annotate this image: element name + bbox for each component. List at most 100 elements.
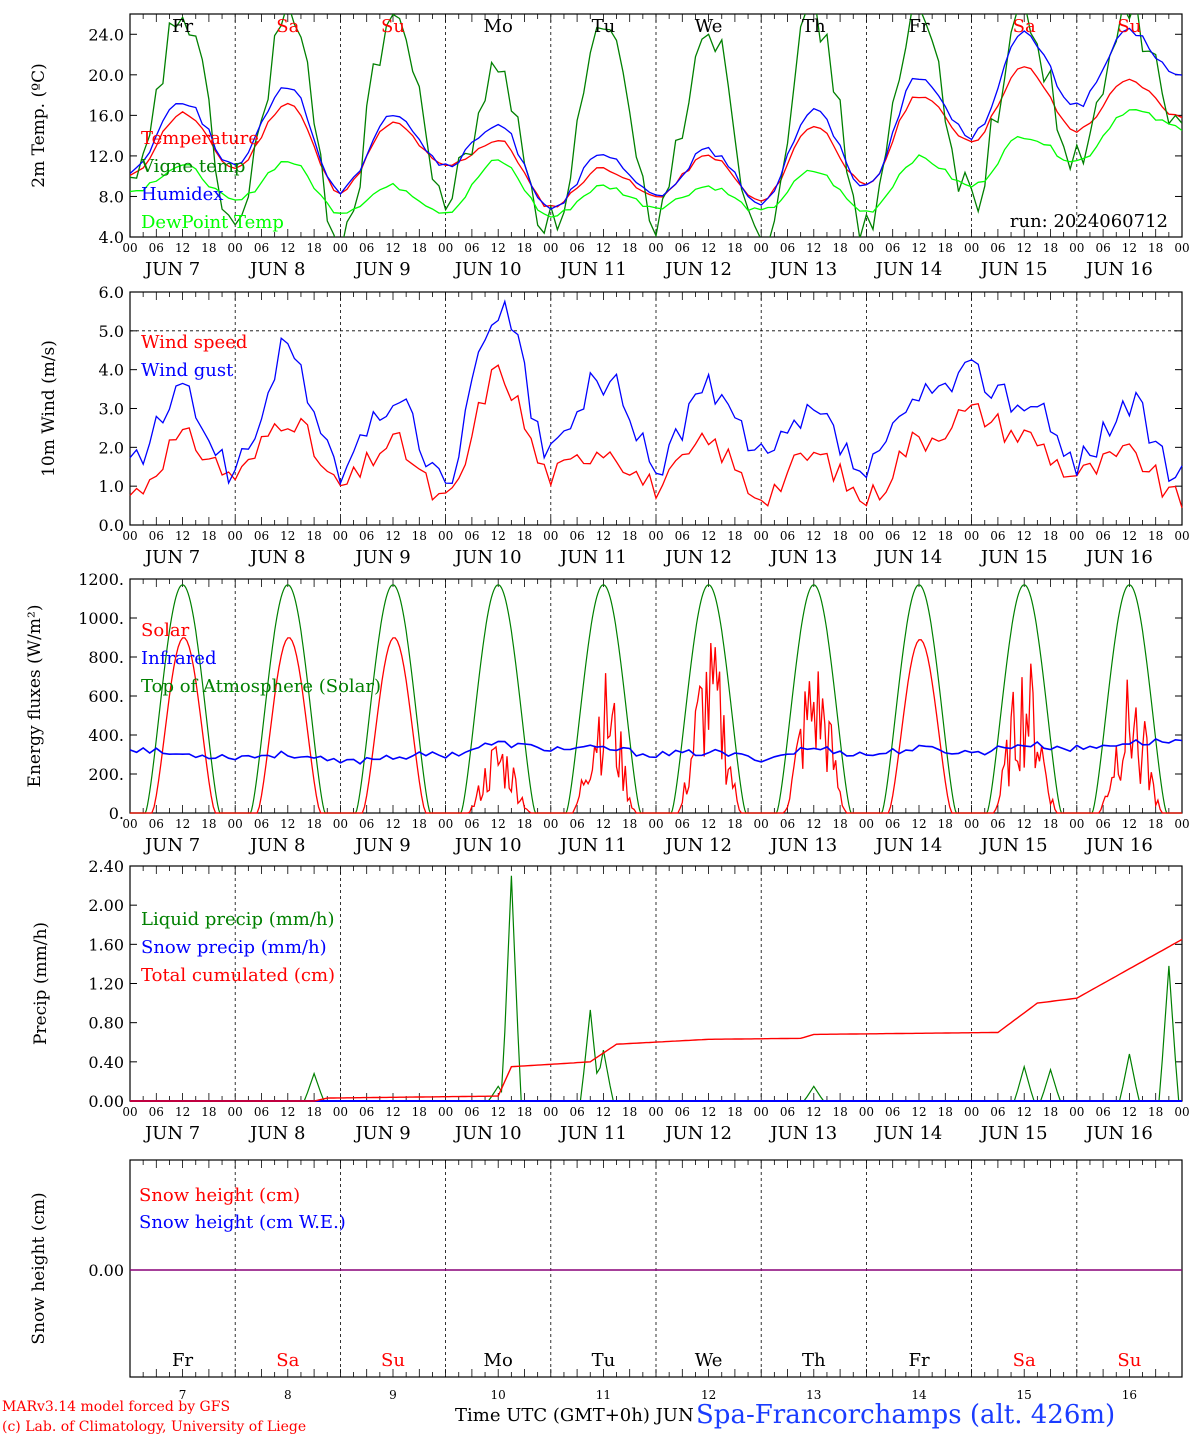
hour-tick-label: 12 — [385, 817, 400, 831]
hour-tick-label: 18 — [727, 1105, 742, 1119]
y-tick-label: 2.00 — [88, 896, 124, 915]
hour-tick-label: 18 — [1043, 529, 1058, 543]
hour-tick-label: 06 — [990, 529, 1005, 543]
hour-tick-label: 00 — [648, 241, 663, 255]
hour-tick-label: 00 — [964, 1105, 979, 1119]
hour-tick-label: 12 — [911, 241, 926, 255]
hour-tick-label: 00 — [648, 1105, 663, 1119]
hour-tick-label: 00 — [333, 529, 348, 543]
hour-tick-label: 12 — [175, 241, 190, 255]
hour-tick-label: 06 — [254, 817, 269, 831]
hour-tick-label: 06 — [464, 817, 479, 831]
hour-tick-label: 00 — [228, 529, 243, 543]
day-number: 12 — [701, 1388, 716, 1402]
date-label: JUN 10 — [453, 835, 522, 856]
date-label: JUN 11 — [558, 835, 627, 856]
y-tick-label: 12.0 — [88, 147, 124, 166]
hour-tick-label: 00 — [1174, 241, 1189, 255]
date-label: JUN 15 — [979, 1123, 1048, 1144]
legend-wind-gust: Wind gust — [141, 360, 234, 381]
day-abbr: We — [695, 1350, 723, 1371]
date-label: JUN 7 — [143, 1123, 200, 1144]
hour-tick-label: 06 — [149, 1105, 164, 1119]
day-abbr: Mo — [484, 16, 513, 37]
series-infrared — [129, 738, 1183, 765]
hour-tick-label: 06 — [675, 817, 690, 831]
day-abbr: Su — [1117, 1350, 1141, 1371]
hour-tick-label: 18 — [306, 1105, 321, 1119]
hour-tick-label: 18 — [201, 817, 216, 831]
y-tick-label: 1200. — [78, 570, 124, 589]
series-total-cumulated — [130, 938, 1183, 1102]
hour-tick-label: 00 — [964, 817, 979, 831]
hour-tick-label: 06 — [464, 529, 479, 543]
hour-tick-label: 12 — [385, 1105, 400, 1119]
hour-tick-label: 00 — [333, 817, 348, 831]
date-label: JUN 13 — [768, 259, 837, 280]
day-number: 11 — [596, 1388, 611, 1402]
hour-tick-label: 06 — [885, 817, 900, 831]
hour-tick-label: 12 — [596, 241, 611, 255]
hour-tick-label: 06 — [990, 817, 1005, 831]
hour-tick-label: 18 — [1148, 817, 1163, 831]
hour-tick-label: 12 — [1017, 529, 1032, 543]
hour-tick-label: 06 — [780, 529, 795, 543]
hour-tick-label: 18 — [1148, 241, 1163, 255]
hour-tick-label: 12 — [491, 1105, 506, 1119]
day-number: 14 — [911, 1388, 927, 1402]
panel-5: Snow height (cm) 0.00 Snow height (cm) Snow… — [29, 1159, 1183, 1402]
date-label: JUN 13 — [768, 547, 837, 568]
hour-tick-label: 12 — [806, 241, 821, 255]
precip-series — [130, 875, 1183, 1102]
date-label: JUN 15 — [979, 259, 1048, 280]
legend-snow-height-cm: Snow height (cm) — [139, 1185, 300, 1206]
hour-tick-label: 00 — [333, 1105, 348, 1119]
hour-tick-label: 18 — [1148, 1105, 1163, 1119]
day-number: 16 — [1122, 1388, 1137, 1402]
hour-tick-label: 18 — [412, 241, 427, 255]
legend-liquid-precip-mm-h: Liquid precip (mm/h) — [141, 909, 335, 930]
hour-tick-label: 18 — [1043, 241, 1058, 255]
energy-series — [129, 584, 1183, 814]
hour-tick-label: 00 — [438, 817, 453, 831]
hour-tick-label: 18 — [1043, 817, 1058, 831]
date-label: JUN 12 — [663, 1123, 732, 1144]
day-abbr: Fr — [172, 1350, 193, 1371]
date-label: JUN 16 — [1084, 1123, 1153, 1144]
hour-tick-label: 00 — [543, 817, 558, 831]
station-name: Spa-Francorchamps (alt. 426m) — [696, 1400, 1116, 1430]
date-label: JUN 16 — [1084, 835, 1153, 856]
day-abbr: Th — [802, 1350, 826, 1371]
date-label: JUN 7 — [143, 259, 200, 280]
hour-tick-label: 12 — [491, 817, 506, 831]
hour-tick-label: 00 — [122, 817, 137, 831]
date-label: JUN 7 — [143, 547, 200, 568]
y-axis-label: 10m Wind (m/s) — [39, 340, 59, 477]
y-tick-label: 0.0 — [99, 516, 124, 535]
day-abbr: Fr — [908, 16, 929, 37]
day-abbr: Sa — [276, 16, 299, 37]
panel-4: Precip (mm/h) 0.00 0.40 0.80 1.20 1.60 2.00 2.4… — [31, 857, 1190, 1144]
y-tick-label: 0. — [109, 804, 124, 823]
hour-tick-label: 12 — [491, 241, 506, 255]
hour-tick-label: 06 — [990, 1105, 1005, 1119]
legend-humidex: Humidex — [141, 184, 223, 205]
hour-tick-label: 06 — [675, 529, 690, 543]
hour-tick-label: 12 — [596, 529, 611, 543]
hour-tick-label: 18 — [622, 817, 637, 831]
date-label: JUN 14 — [874, 835, 943, 856]
y-tick-label: 6.0 — [99, 283, 124, 302]
y-tick-label: 16.0 — [88, 106, 124, 125]
legend-solar: Solar — [141, 620, 190, 641]
legend-top-of-atmosphere-solar: Top of Atmosphere (Solar) — [141, 676, 381, 697]
legend-snow-height-cm-w-e: Snow height (cm W.E.) — [139, 1212, 346, 1233]
hour-tick-label: 00 — [228, 1105, 243, 1119]
date-label: JUN 13 — [768, 835, 837, 856]
hour-tick-label: 06 — [780, 241, 795, 255]
hour-tick-label: 06 — [569, 817, 584, 831]
hour-tick-label: 06 — [464, 241, 479, 255]
hour-tick-label: 18 — [412, 529, 427, 543]
y-tick-label: 0.00 — [88, 1092, 124, 1111]
date-label: JUN 12 — [663, 259, 732, 280]
y-tick-label: 0.00 — [88, 1261, 124, 1280]
